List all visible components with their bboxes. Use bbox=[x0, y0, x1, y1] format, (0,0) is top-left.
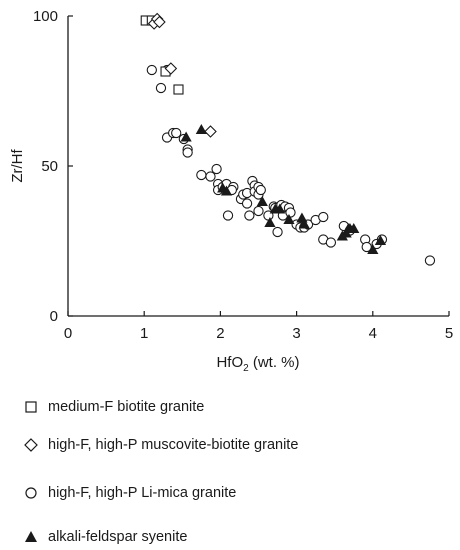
diamond-marker bbox=[153, 15, 166, 29]
circle-marker bbox=[205, 171, 216, 182]
circle-marker bbox=[211, 163, 222, 175]
circle-marker bbox=[253, 205, 264, 217]
legend-item-high-f-high-p-li-mica-granite: high-F, high-P Li-mica granite bbox=[22, 483, 236, 503]
series-circle-open bbox=[146, 64, 436, 266]
legend-label: alkali-feldspar syenite bbox=[48, 529, 188, 545]
x-tick-label: 2 bbox=[216, 325, 224, 342]
legend-item-high-f-high-p-muscovite-biotite-granite: high-F, high-P muscovite-biotite granite bbox=[22, 435, 298, 455]
circle-open-icon bbox=[25, 487, 37, 499]
triangle-marker bbox=[298, 218, 310, 229]
square-marker bbox=[173, 84, 184, 95]
x-axis-title-subscript: 2 bbox=[243, 363, 249, 374]
circle-marker bbox=[272, 226, 283, 238]
circle-marker bbox=[285, 207, 296, 218]
triangle-marker bbox=[274, 203, 286, 214]
y-tick-label: 50 bbox=[41, 158, 58, 175]
series-triangle-filled bbox=[180, 124, 387, 254]
x-tick-label: 4 bbox=[369, 325, 377, 342]
circle-marker bbox=[146, 64, 157, 76]
legend-label: high-F, high-P muscovite-biotite granite bbox=[48, 437, 299, 453]
triangle-marker bbox=[195, 124, 207, 134]
diamond-marker bbox=[204, 125, 217, 138]
circle-marker bbox=[244, 210, 255, 221]
diamond-open-icon bbox=[24, 438, 38, 452]
series-diamond-open bbox=[147, 12, 217, 138]
circle-marker bbox=[325, 237, 337, 248]
triangle-marker bbox=[283, 214, 295, 224]
circle-marker bbox=[182, 147, 193, 158]
circle-marker bbox=[241, 198, 253, 209]
legend-label: medium-F biotite granite bbox=[48, 399, 205, 415]
legend-item-medium-f-biotite-granite: medium-F biotite granite bbox=[22, 397, 204, 417]
triangle-marker bbox=[367, 244, 379, 254]
legend-label: high-F, high-P Li-mica granite bbox=[48, 485, 237, 501]
x-tick-label: 5 bbox=[445, 325, 453, 342]
x-axis-title: HfO2 (wt. %) bbox=[216, 354, 299, 374]
circle-marker bbox=[196, 169, 207, 181]
circle-marker bbox=[318, 211, 329, 223]
triangle-marker bbox=[374, 235, 387, 245]
triangle-filled-icon bbox=[25, 531, 37, 542]
square-open-icon bbox=[25, 401, 37, 413]
circle-marker bbox=[222, 210, 234, 221]
y-axis-title: Zr/Hf bbox=[9, 149, 26, 183]
circle-marker bbox=[424, 255, 436, 266]
circle-marker bbox=[171, 127, 182, 139]
y-tick-label: 100 bbox=[33, 8, 58, 25]
diamond-marker bbox=[164, 62, 178, 75]
y-tick-label: 0 bbox=[50, 308, 58, 325]
series-square-open bbox=[140, 15, 184, 95]
triangle-marker bbox=[180, 131, 192, 142]
x-tick-label: 3 bbox=[292, 325, 300, 342]
triangle-marker bbox=[264, 217, 276, 227]
circle-marker bbox=[155, 82, 167, 94]
x-tick-label: 0 bbox=[64, 325, 72, 342]
x-axis-title-tail: (wt. %) bbox=[249, 354, 300, 371]
data-marks bbox=[140, 12, 436, 266]
legend-item-alkali-feldspar-syenite: alkali-feldspar syenite bbox=[22, 527, 187, 547]
axes bbox=[67, 15, 450, 317]
triangle-marker bbox=[220, 185, 233, 196]
triangle-marker bbox=[296, 212, 308, 223]
circle-marker bbox=[255, 184, 266, 196]
x-tick-label: 1 bbox=[140, 325, 148, 342]
triangle-marker bbox=[348, 223, 360, 233]
triangle-marker bbox=[256, 196, 268, 206]
